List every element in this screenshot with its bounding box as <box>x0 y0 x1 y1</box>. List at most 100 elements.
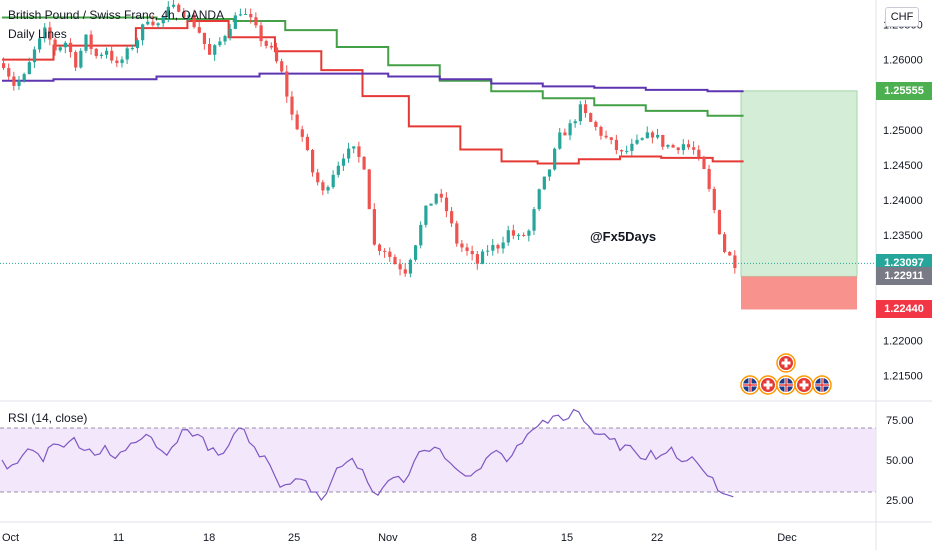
profit-zone[interactable] <box>740 90 858 277</box>
candle <box>362 156 366 170</box>
candle <box>645 132 649 139</box>
gbp-flag-icon[interactable] <box>812 375 832 395</box>
candle <box>110 50 114 61</box>
candle <box>84 34 88 51</box>
candle <box>393 256 397 265</box>
candle <box>347 148 351 159</box>
candle <box>53 39 57 51</box>
candle <box>274 47 279 62</box>
candle <box>542 176 546 190</box>
time-tick-label: Dec <box>777 532 797 544</box>
candle <box>99 54 104 56</box>
chf-flag-icon[interactable] <box>794 375 814 395</box>
candle <box>450 211 454 224</box>
price-tick-label: 1.25000 <box>883 125 923 137</box>
candle <box>697 149 701 157</box>
candle <box>269 45 273 48</box>
candle <box>125 48 129 60</box>
candle <box>702 156 706 169</box>
candle <box>259 25 263 42</box>
candle <box>635 139 639 144</box>
candle <box>218 41 222 46</box>
candle <box>192 15 196 28</box>
daily-line-green <box>2 16 744 117</box>
candle <box>455 223 459 244</box>
candle <box>223 36 227 42</box>
candle <box>105 50 109 55</box>
time-tick-label: 15 <box>561 532 573 544</box>
candle <box>213 45 217 55</box>
candle <box>414 245 418 260</box>
candle <box>326 187 330 191</box>
candle <box>311 150 315 173</box>
candle <box>202 32 207 44</box>
candle <box>352 146 356 149</box>
candle <box>357 146 361 157</box>
candle <box>79 50 83 68</box>
candle <box>285 71 289 97</box>
rsi-tick-label: 25.00 <box>886 495 914 507</box>
candle <box>620 150 624 152</box>
candle <box>594 121 598 127</box>
candle <box>583 104 588 114</box>
candle <box>321 182 325 191</box>
candle <box>336 165 340 175</box>
candle <box>686 144 691 148</box>
candle <box>182 11 186 18</box>
candle <box>120 59 124 64</box>
candle <box>522 234 526 236</box>
price-pane <box>0 0 876 400</box>
loss-zone[interactable] <box>741 276 857 310</box>
candle <box>377 244 382 251</box>
candle <box>197 27 201 33</box>
candle <box>558 132 562 149</box>
currency-button[interactable]: CHF <box>885 7 919 27</box>
candle <box>135 40 140 49</box>
candle <box>166 6 170 17</box>
indicator-label[interactable]: Daily Lines <box>8 27 67 41</box>
candle <box>280 61 284 72</box>
candle <box>208 43 212 55</box>
candle <box>383 250 387 252</box>
candle <box>573 121 577 124</box>
candle <box>22 74 26 81</box>
price-tag: 1.22440 <box>876 300 932 319</box>
chf-flag-icon[interactable] <box>758 375 778 395</box>
price-tag: 1.25555 <box>876 81 932 100</box>
candle <box>712 189 716 211</box>
gbp-flag-icon[interactable] <box>776 375 796 395</box>
candle <box>728 251 732 256</box>
candle <box>238 14 243 16</box>
candle <box>74 52 78 68</box>
price-tick-label: 1.23500 <box>883 230 923 242</box>
candle <box>640 138 644 140</box>
candle <box>419 224 423 246</box>
candle <box>486 250 490 252</box>
candle <box>666 145 670 147</box>
candle <box>177 4 181 12</box>
candle <box>532 209 536 231</box>
candle <box>161 16 165 24</box>
candle <box>475 254 479 264</box>
candle <box>63 42 67 48</box>
candle <box>115 60 119 64</box>
candle <box>517 234 521 236</box>
candle <box>68 42 73 53</box>
candle <box>511 230 516 236</box>
candle <box>723 234 727 252</box>
time-tick-label: 11 <box>113 532 124 544</box>
candle <box>650 132 655 138</box>
chf-flag-icon[interactable] <box>776 353 796 373</box>
candle <box>465 247 469 252</box>
candle <box>527 230 531 236</box>
rsi-label[interactable]: RSI (14, close) <box>8 411 88 425</box>
price-tag: 1.22911 <box>876 267 932 286</box>
candle <box>434 193 438 204</box>
candle <box>228 28 232 37</box>
candle <box>388 251 392 257</box>
candle <box>733 255 737 269</box>
rsi-tick-label: 75.00 <box>886 415 914 427</box>
candle <box>2 63 6 69</box>
candle <box>43 27 47 39</box>
gbp-flag-icon[interactable] <box>740 375 760 395</box>
